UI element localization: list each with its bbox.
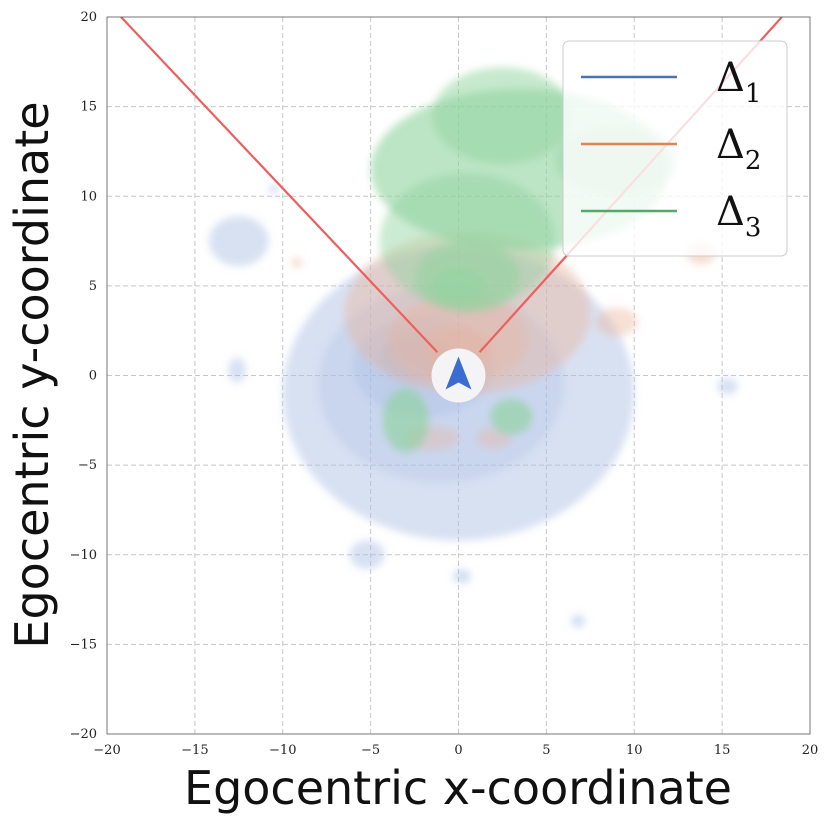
- y-tick-label: −5: [78, 458, 97, 473]
- y-tick-label: 20: [80, 10, 97, 25]
- x-tick-label: −5: [361, 743, 380, 758]
- y-tick-label: 15: [80, 100, 97, 115]
- density-contour: [716, 378, 738, 395]
- y-tick-label: 0: [89, 369, 97, 384]
- density-contour: [268, 184, 280, 194]
- y-tick-label: −10: [70, 548, 97, 563]
- x-tick-label: −15: [181, 743, 208, 758]
- density-contour: [208, 215, 269, 267]
- y-tick-label: 5: [89, 279, 97, 294]
- y-tick-label: −15: [70, 637, 97, 652]
- density-contour: [570, 614, 586, 628]
- legend-symbol: Δ: [716, 122, 745, 168]
- density-contour: [291, 258, 303, 268]
- legend-symbol: Δ: [716, 189, 745, 235]
- x-tick-label: 15: [714, 743, 731, 758]
- density-contour: [453, 569, 471, 584]
- density-contour: [228, 357, 246, 383]
- y-tick-labels: −20 −15 −10 −5 0 5 10 15 20: [70, 10, 97, 742]
- x-tick-label: 5: [542, 743, 550, 758]
- density-contour: [432, 267, 485, 304]
- density-contour: [432, 67, 573, 164]
- legend-label-3: Δ3: [716, 189, 761, 243]
- x-tick-label: 0: [454, 743, 462, 758]
- density-contour: [349, 540, 385, 570]
- x-tick-label: 10: [626, 743, 643, 758]
- y-tick-label: 10: [80, 189, 97, 204]
- navigation-arrow-icon: [445, 356, 472, 390]
- agent-marker: [431, 348, 486, 403]
- view-cone-line: [120, 17, 439, 353]
- density-contour: [382, 388, 429, 453]
- legend-box: [562, 40, 788, 257]
- x-axis-title: Egocentric x-coordinate: [184, 761, 732, 815]
- y-tick-label: −20: [70, 727, 97, 742]
- density-contour: [490, 398, 533, 435]
- legend-subscript: 2: [745, 146, 762, 176]
- plot-frame: [106, 16, 811, 735]
- legend-subscript: 1: [745, 79, 762, 109]
- legend-symbol: Δ: [716, 55, 745, 101]
- density-contour: [595, 307, 638, 337]
- legend-label-2: Δ2: [716, 122, 761, 176]
- x-tick-labels: −20 −15 −10 −5 0 5 10 15 20: [93, 743, 818, 758]
- legend-label-1: Δ1: [716, 55, 761, 109]
- y-axis-title: Egocentric y-coordinate: [5, 101, 59, 648]
- x-tick-label: −10: [269, 743, 296, 758]
- x-tick-label: 20: [802, 743, 819, 758]
- legend-subscript: 3: [745, 213, 762, 243]
- x-tick-label: −20: [93, 743, 120, 758]
